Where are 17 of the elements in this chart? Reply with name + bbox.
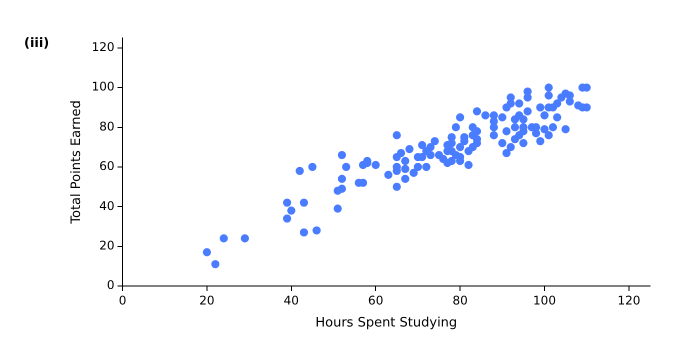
y-tick-label: 40 bbox=[99, 198, 115, 213]
x-tick-label: 0 bbox=[118, 293, 126, 308]
x-tick-label: 120 bbox=[617, 293, 640, 308]
y-axis-title: Total Points Earned bbox=[69, 100, 84, 225]
y-tick-label: 0 bbox=[106, 278, 115, 292]
x-tick-label: 20 bbox=[199, 293, 215, 308]
x-axis-title: Hours Spent Studying bbox=[315, 316, 458, 331]
y-tick-label: 60 bbox=[99, 159, 115, 174]
y-tick-label: 100 bbox=[92, 80, 115, 94]
y-tick-label: 80 bbox=[99, 119, 115, 134]
x-tick-label: 40 bbox=[284, 293, 299, 308]
x-tick-label: 60 bbox=[368, 293, 384, 308]
x-tick-label: 80 bbox=[452, 293, 468, 308]
y-tick-label: 120 bbox=[92, 40, 115, 54]
x-tick-label: 100 bbox=[533, 293, 556, 308]
chart-title: (iii) bbox=[24, 36, 50, 51]
y-tick-label: 20 bbox=[99, 238, 115, 252]
